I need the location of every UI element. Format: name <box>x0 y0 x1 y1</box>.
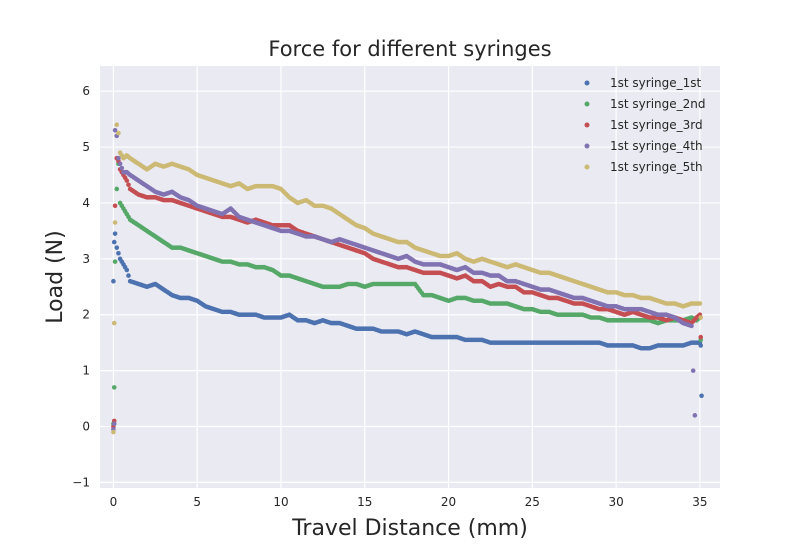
data-point <box>126 273 131 278</box>
x-tick-label: 30 <box>608 495 623 509</box>
data-point <box>116 250 121 256</box>
x-tick-label: 35 <box>692 495 707 509</box>
data-point <box>111 429 116 435</box>
series-1 <box>111 231 704 399</box>
y-tick-label: 3 <box>82 252 90 266</box>
y-tick-label: 4 <box>82 196 90 210</box>
data-point <box>698 343 704 348</box>
data-point <box>114 186 120 192</box>
legend-marker <box>584 143 590 149</box>
series-4 <box>111 127 698 432</box>
x-tick-label: 15 <box>357 495 372 509</box>
data-points <box>111 122 704 435</box>
data-point <box>690 368 696 373</box>
data-point <box>112 203 118 209</box>
data-point <box>112 259 118 264</box>
legend-label: 1st syringe_2nd <box>610 97 706 111</box>
x-axis-label: Travel Distance (mm) <box>291 516 528 541</box>
data-point <box>119 165 125 171</box>
x-tick-label: 10 <box>273 495 288 509</box>
data-point <box>114 245 120 250</box>
grid <box>100 66 720 488</box>
x-tick-label: 5 <box>193 495 201 509</box>
legend-label: 1st syringe_3rd <box>610 118 703 132</box>
data-point <box>111 239 117 245</box>
legend-marker <box>584 122 590 128</box>
y-tick-label: 5 <box>82 140 90 154</box>
data-point <box>116 130 121 136</box>
y-tick-label: −1 <box>72 475 90 489</box>
series-5 <box>111 122 704 435</box>
data-point <box>111 385 117 390</box>
data-point <box>689 323 694 329</box>
data-point <box>699 393 704 399</box>
x-tick-label: 25 <box>525 495 540 509</box>
data-point <box>124 178 130 183</box>
y-axis-label: Load (N) <box>43 230 68 323</box>
y-tick-label: 1 <box>82 364 90 378</box>
data-point <box>114 122 120 127</box>
y-axis-ticks: −1 0 1 2 3 4 5 6 <box>72 84 90 489</box>
legend: 1st syringe_1st 1st syringe_2nd 1st syring… <box>584 76 706 174</box>
data-point <box>112 231 118 236</box>
legend-label: 1st syringe_4th <box>610 139 703 153</box>
series-3 <box>111 155 704 429</box>
data-point <box>111 278 116 284</box>
data-point <box>116 155 121 161</box>
data-point <box>124 267 130 273</box>
y-tick-label: 2 <box>82 308 90 322</box>
legend-label: 1st syringe_5th <box>610 160 703 174</box>
data-point <box>111 421 117 427</box>
chart-title: Force for different syringes <box>268 37 551 61</box>
data-point <box>111 320 117 326</box>
legend-marker <box>584 101 590 107</box>
legend-marker <box>584 80 590 86</box>
data-point <box>698 315 704 320</box>
x-axis-ticks: 0 5 10 15 20 25 30 35 <box>110 495 708 509</box>
data-point <box>698 334 704 340</box>
data-point <box>117 161 123 167</box>
data-point <box>692 413 698 418</box>
x-tick-label: 20 <box>441 495 456 509</box>
data-point <box>126 182 131 188</box>
legend-label: 1st syringe_1st <box>610 76 702 90</box>
data-point <box>112 220 118 225</box>
y-tick-label: 0 <box>82 420 90 434</box>
data-point <box>697 301 703 306</box>
legend-marker <box>584 164 590 170</box>
data-point <box>112 127 118 133</box>
y-tick-label: 6 <box>82 84 90 98</box>
x-tick-label: 0 <box>110 495 118 509</box>
